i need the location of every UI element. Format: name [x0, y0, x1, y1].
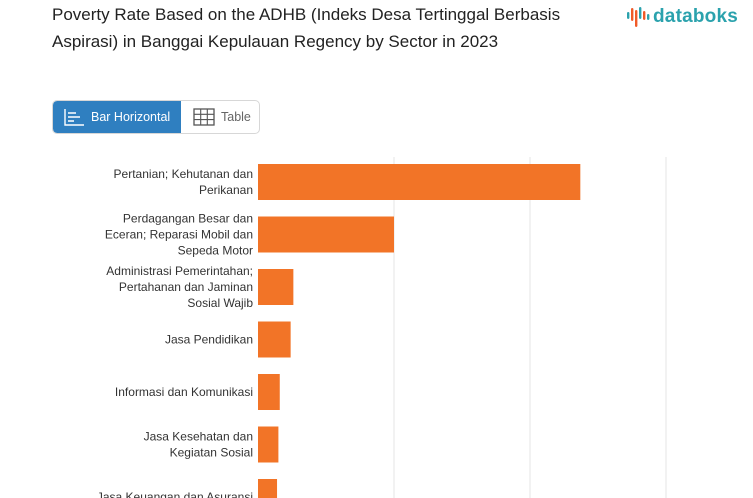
- view-toggle: Bar Horizontal Table: [52, 100, 260, 134]
- category-label: Administrasi Pemerintahan;: [106, 264, 253, 278]
- category-label: Perikanan: [199, 183, 253, 197]
- category-label: Perdagangan Besar dan: [123, 212, 253, 226]
- category-label: Informasi dan Komunikasi: [115, 385, 253, 399]
- category-label: Eceran; Reparasi Mobil dan: [105, 228, 253, 242]
- category-label: Jasa Pendidikan: [165, 333, 253, 347]
- category-label: Kegiatan Sosial: [170, 446, 253, 460]
- category-label: Jasa Kesehatan dan: [144, 430, 253, 444]
- bar[interactable]: [258, 321, 291, 358]
- table-label: Table: [221, 110, 251, 124]
- logo-text: databoks: [653, 6, 739, 27]
- bar[interactable]: [258, 216, 394, 253]
- table-button[interactable]: Table: [181, 101, 251, 133]
- table-icon: [193, 108, 215, 126]
- bar-horizontal-button[interactable]: Bar Horizontal: [53, 101, 181, 133]
- bar[interactable]: [258, 479, 278, 498]
- bar-chart: Pertanian; Kehutanan dan Perikanan Perdaga…: [97, 157, 667, 498]
- category-label: Jasa Keuangan dan Asuransi: [97, 490, 253, 498]
- bar[interactable]: [258, 269, 294, 305]
- category-label: Sepeda Motor: [178, 244, 253, 258]
- chart-title: Poverty Rate Based on the ADHB (Indeks D…: [52, 5, 561, 51]
- category-label: Sosial Wajib: [187, 296, 253, 310]
- category-label: Pertanian; Kehutanan dan: [114, 167, 253, 181]
- bar-chart-icon: [64, 109, 84, 126]
- bar[interactable]: [258, 164, 581, 200]
- bar[interactable]: [258, 374, 280, 410]
- category-label: Pertahanan dan Jaminan: [119, 280, 253, 294]
- bar[interactable]: [258, 426, 279, 463]
- databoks-logo[interactable]: databoks: [626, 5, 738, 29]
- databoks-logo-icon: [627, 7, 650, 27]
- bar-horizontal-label: Bar Horizontal: [91, 110, 171, 124]
